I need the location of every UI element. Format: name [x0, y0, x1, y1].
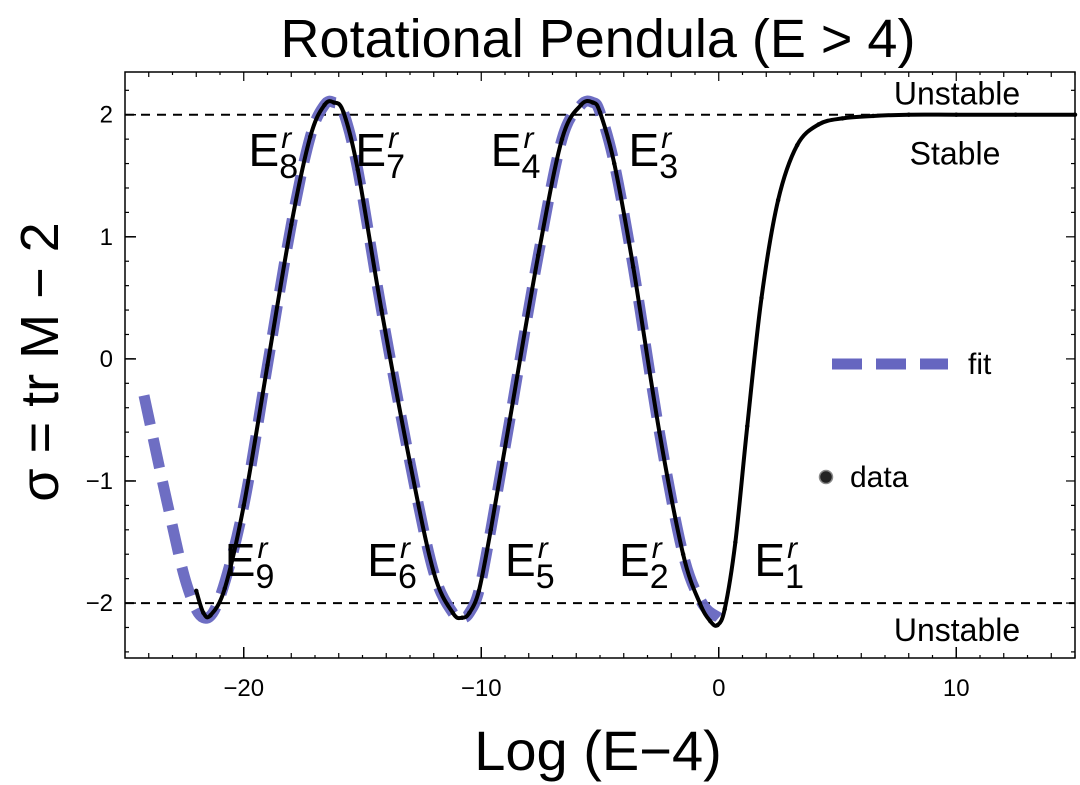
data-curve: [194, 99, 1075, 628]
data-point: [507, 417, 512, 423]
data-point: [488, 527, 493, 533]
energy-label-3: Er 3: [629, 122, 679, 186]
data-point: [590, 100, 596, 105]
energy-label-1: Er 1: [754, 532, 804, 596]
data-point: [816, 122, 821, 127]
x-tick-label: −20: [223, 675, 264, 702]
data-point: [745, 423, 750, 429]
data-point: [341, 110, 346, 115]
legend-fit-label: fit: [968, 348, 992, 381]
data-point: [1013, 112, 1018, 117]
data-point: [407, 460, 413, 465]
region-label-2: Unstable: [894, 612, 1020, 648]
energy-label-5: Er 5: [505, 532, 555, 596]
chart-title: Rotational Pendula (E > 4): [281, 9, 916, 69]
data-point: [201, 610, 206, 616]
data-point: [379, 307, 384, 313]
data-point: [1072, 112, 1078, 117]
x-axis-label: Log (E−4): [474, 719, 722, 782]
x-tick-label: 10: [943, 675, 970, 702]
y-axis-label: σ = tr M − 2: [10, 222, 70, 501]
data-point: [697, 600, 702, 606]
data-point: [657, 429, 662, 435]
x-axis-ticks: −20 −10 0 10: [223, 647, 970, 702]
data-point: [597, 110, 603, 115]
energy-labels: Er 8 Er 7 Er 4 Er 3 Er 9 Er 6 Er 5 Er 2 Er 1: [225, 122, 804, 596]
data-point: [222, 586, 227, 591]
data-point: [331, 100, 337, 105]
y-axis-ticks: −2 −1 0 1 2: [86, 102, 136, 617]
data-point: [460, 615, 465, 620]
data-point: [467, 610, 472, 616]
data-point: [715, 622, 720, 628]
y-tick-label: 0: [100, 346, 113, 373]
data-point: [536, 252, 541, 258]
data-point: [194, 588, 199, 594]
y-tick-label: 2: [100, 102, 113, 129]
data-point: [578, 102, 584, 108]
y-tick-label: −1: [86, 468, 113, 495]
x-tick-label: 0: [712, 675, 725, 702]
region-label-1: Stable: [910, 136, 1001, 172]
energy-label-4: Er 4: [491, 122, 541, 186]
legend-data-label: data: [850, 461, 909, 494]
y-tick-label: 1: [100, 224, 113, 251]
data-point: [265, 362, 270, 368]
data-point: [954, 112, 959, 117]
legend: fit data: [818, 348, 992, 494]
data-point: [775, 197, 781, 203]
y-tick-label: −2: [86, 590, 113, 617]
data-point: [241, 503, 246, 508]
region-label-0: Unstable: [894, 76, 1020, 112]
data-point: [450, 610, 455, 616]
energy-label-6: Er 6: [367, 532, 417, 596]
data-point: [476, 588, 482, 594]
data-point: [289, 222, 294, 227]
x-tick-label: −10: [461, 675, 502, 702]
data-point: [733, 539, 738, 545]
data-point: [559, 136, 565, 142]
data-point: [906, 112, 911, 117]
data-point: [759, 295, 764, 301]
data-point: [870, 113, 876, 119]
region-labels: Unstable Stable Unstable: [894, 76, 1020, 648]
energy-label-7: Er 7: [355, 122, 405, 186]
data-point: [631, 265, 636, 270]
data-point: [794, 143, 800, 148]
energy-label-2: Er 2: [619, 532, 669, 596]
plot-frame: [124, 71, 1076, 659]
data-point: [308, 134, 313, 139]
data-point: [355, 167, 360, 172]
data-point: [680, 552, 686, 557]
data-series: [194, 99, 1078, 628]
data-point: [612, 161, 617, 166]
data-point: [722, 606, 727, 612]
data-point: [208, 613, 213, 618]
data-point: [322, 102, 327, 108]
legend-data-swatch: [818, 469, 834, 485]
energy-label-8: Er 8: [249, 122, 299, 186]
energy-label-9: Er 9: [225, 532, 275, 596]
data-point: [840, 116, 845, 121]
data-point: [431, 570, 436, 575]
data-point: [708, 619, 713, 624]
